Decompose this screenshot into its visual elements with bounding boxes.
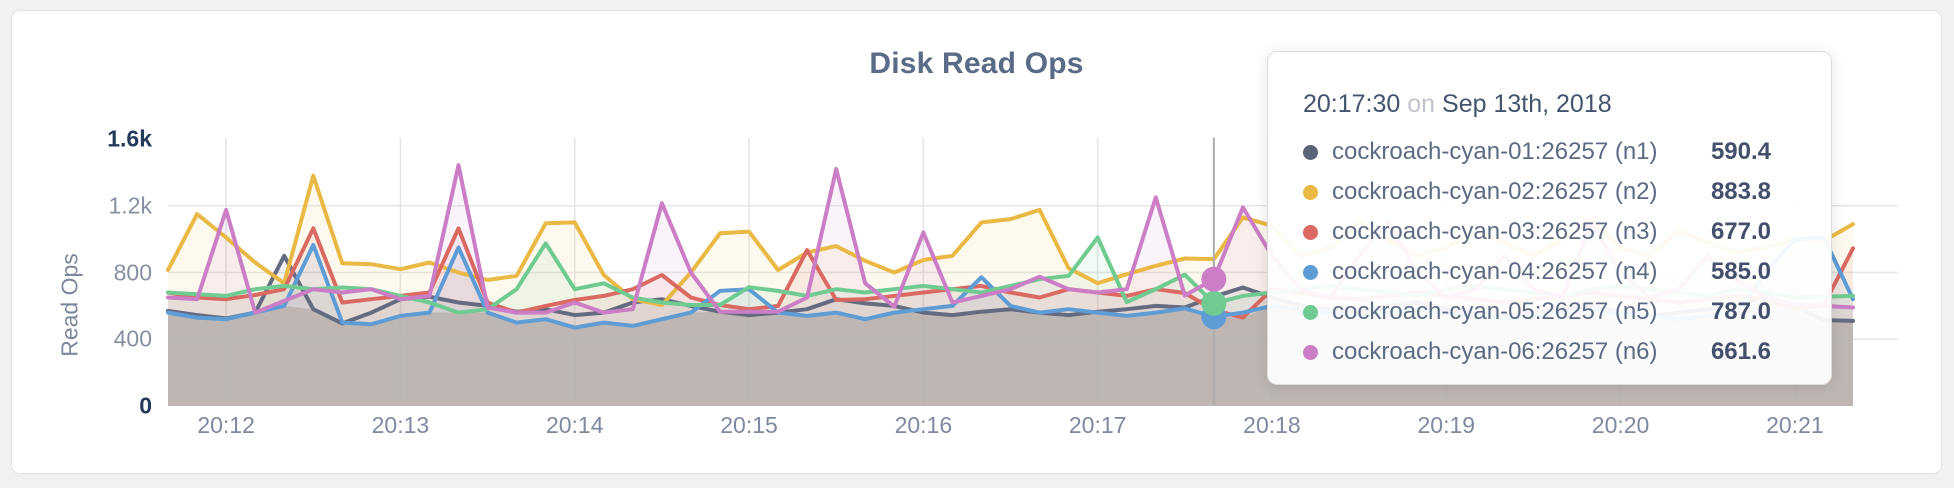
- x-tick-20:13: 20:13: [371, 412, 430, 438]
- tooltip-row: cockroach-cyan-05:26257 (n5) 787.0: [1303, 292, 1771, 332]
- x-tick-20:14: 20:14: [545, 412, 604, 438]
- y-tick-0: 0: [139, 392, 152, 419]
- series-color-dot-icon: [1303, 304, 1318, 320]
- tooltip-series-name: cockroach-cyan-05:26257 (n5): [1332, 298, 1658, 325]
- tooltip-series-name: cockroach-cyan-02:26257 (n2): [1332, 178, 1658, 205]
- tooltip-row: cockroach-cyan-02:26257 (n2) 883.8: [1303, 172, 1771, 212]
- tooltip-series-name: cockroach-cyan-06:26257 (n6): [1332, 338, 1658, 365]
- chart-title: Disk Read Ops: [869, 47, 1084, 80]
- tooltip-series-value: 585.0: [1710, 258, 1771, 285]
- x-tick-20:12: 20:12: [197, 412, 255, 438]
- hover-point-dot-n5: [1201, 290, 1227, 316]
- tooltip-series-name: cockroach-cyan-01:26257 (n1): [1332, 138, 1658, 165]
- series-color-dot-icon: [1303, 184, 1318, 200]
- tooltip-legend-rows: cockroach-cyan-01:26257 (n1) 590.4 cockroa…: [1303, 132, 1771, 372]
- tooltip-row: cockroach-cyan-04:26257 (n4) 585.0: [1303, 252, 1771, 292]
- series-color-dot-icon: [1303, 264, 1318, 280]
- hover-tooltip: 20:17:30 on Sep 13th, 2018 cockroach-cya…: [1267, 51, 1832, 385]
- tooltip-series-value: 590.4: [1710, 138, 1771, 165]
- series-color-dot-icon: [1303, 224, 1318, 240]
- tooltip-series-value: 661.6: [1710, 338, 1771, 365]
- x-tick-20:18: 20:18: [1243, 412, 1301, 438]
- tooltip-series-value: 787.0: [1710, 298, 1771, 325]
- tooltip-series-value: 883.8: [1710, 178, 1771, 205]
- tooltip-timestamp: 20:17:30 on Sep 13th, 2018: [1303, 90, 1771, 118]
- y-tick-400: 400: [113, 325, 152, 352]
- x-tick-20:20: 20:20: [1591, 412, 1650, 438]
- tooltip-row: cockroach-cyan-03:26257 (n3) 677.0: [1303, 212, 1771, 252]
- tooltip-date: Sep 13th, 2018: [1442, 90, 1612, 118]
- tooltip-time: 20:17:30: [1303, 90, 1401, 118]
- tooltip-series-name: cockroach-cyan-04:26257 (n4): [1332, 258, 1658, 285]
- tooltip-conjunction: on: [1407, 90, 1436, 118]
- x-tick-20:17: 20:17: [1068, 412, 1127, 438]
- tooltip-row: cockroach-cyan-01:26257 (n1) 590.4: [1303, 132, 1771, 172]
- series-color-dot-icon: [1303, 144, 1318, 160]
- series-color-dot-icon: [1303, 344, 1318, 360]
- tooltip-series-name: cockroach-cyan-03:26257 (n3): [1332, 218, 1658, 245]
- x-tick-20:15: 20:15: [720, 412, 778, 438]
- y-tick-1.2k: 1.2k: [108, 192, 152, 219]
- x-tick-20:19: 20:19: [1417, 412, 1476, 438]
- hover-point-dot-n6: [1201, 266, 1227, 292]
- tooltip-row: cockroach-cyan-06:26257 (n6) 661.6: [1303, 332, 1771, 372]
- y-tick-1.6k: 1.6k: [107, 125, 152, 152]
- x-tick-20:16: 20:16: [894, 412, 953, 438]
- y-tick-800: 800: [113, 259, 152, 285]
- tooltip-series-value: 677.0: [1710, 218, 1771, 245]
- x-tick-20:21: 20:21: [1766, 412, 1824, 438]
